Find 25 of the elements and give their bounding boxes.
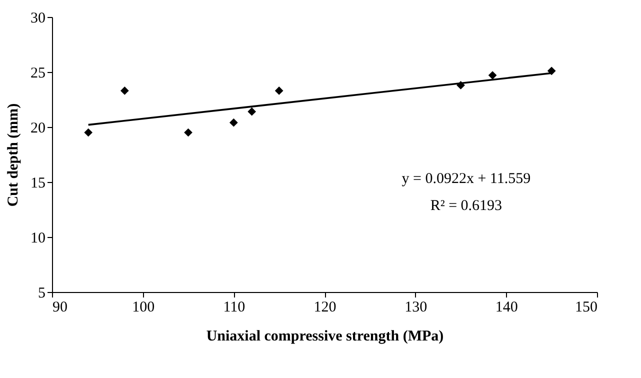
y-tick-label: 20 — [30, 120, 46, 136]
x-tick-label: 120 — [314, 300, 336, 316]
point — [184, 128, 192, 137]
point — [488, 71, 497, 80]
x-tick-label: 130 — [404, 300, 428, 316]
annotation: R² = 0.6193 — [430, 198, 502, 214]
point — [274, 86, 284, 95]
x-tick-label: 140 — [495, 300, 518, 316]
y-tick-label: 5 — [38, 286, 46, 302]
x-tick-label: 100 — [132, 300, 155, 316]
point — [229, 118, 238, 127]
y-axis-title: Cut depth (mm) — [6, 103, 22, 207]
point — [248, 107, 256, 116]
x-tick-label: 90 — [52, 300, 68, 316]
x-axis-title: Uniaxial compressive strength (MPa) — [206, 328, 444, 344]
x-tick-label: 150 — [575, 300, 598, 316]
annotation: y = 0.0922x + 11.559 — [402, 170, 531, 187]
point — [547, 66, 556, 76]
y-tick-label: 30 — [30, 10, 46, 26]
y-tick-label: 15 — [30, 176, 46, 192]
y-tick-label: 25 — [30, 66, 46, 82]
point — [84, 128, 93, 137]
y-tick-label: 10 — [30, 230, 46, 246]
x-tick-label: 110 — [223, 300, 246, 316]
point — [120, 86, 129, 95]
